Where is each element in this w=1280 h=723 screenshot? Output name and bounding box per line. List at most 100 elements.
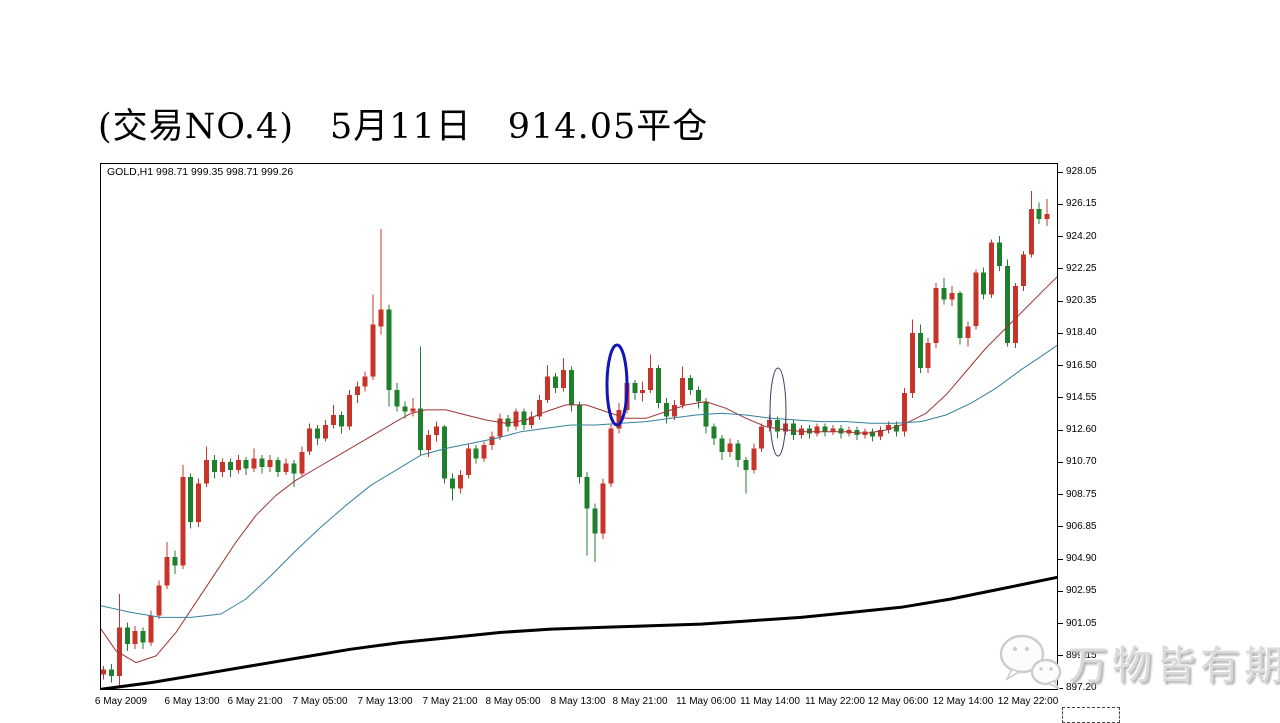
candle-body-down — [743, 460, 749, 471]
candle-body-down — [632, 383, 638, 394]
candle-body-down — [188, 476, 194, 523]
candle-body-up — [196, 483, 202, 522]
y-axis-tick — [1058, 494, 1063, 495]
x-axis-label: 8 May 21:00 — [612, 696, 668, 707]
ma-red-line — [101, 276, 1057, 664]
watermark: 万物皆有期 — [996, 620, 1280, 704]
candle-body-down — [402, 406, 408, 412]
candle-body-down — [838, 428, 844, 434]
candle-body-up — [457, 475, 463, 489]
candle-body-up — [767, 420, 773, 427]
candle-body-down — [735, 443, 741, 461]
candle-body-down — [386, 309, 392, 390]
candle-body-up — [886, 425, 892, 430]
candle-body-down — [806, 428, 812, 434]
x-axis-label: 11 May 22:00 — [805, 696, 865, 707]
candle-body-down — [521, 411, 527, 425]
y-axis-label: 922.25 — [1066, 262, 1097, 274]
candle-body-up — [973, 272, 979, 327]
candle-body-up — [672, 404, 677, 417]
candle-body-down — [124, 627, 130, 645]
y-axis-label: 908.75 — [1066, 488, 1097, 500]
candle-body-up — [933, 287, 939, 343]
ma-black-line — [101, 575, 1057, 689]
candle-body-up — [410, 408, 416, 412]
x-axis-label: 6 May 21:00 — [227, 696, 283, 707]
y-axis-label: 902.95 — [1066, 585, 1097, 597]
candle-body-up — [1012, 286, 1018, 343]
ma-teal-line — [101, 344, 1057, 618]
chart-frame: GOLD,H1 998.71 999.35 998.71 999.26 — [100, 163, 1058, 690]
candle-body-down — [140, 630, 146, 643]
y-axis-tick — [1058, 203, 1063, 205]
candle-body-up — [1044, 214, 1050, 220]
x-axis-label: 12 May 06:00 — [867, 696, 929, 707]
candle-body-up — [830, 428, 836, 432]
candle-body-down — [315, 428, 321, 439]
candle-body-down — [227, 461, 233, 471]
candle-body-up — [116, 627, 122, 676]
y-axis-tick — [1058, 461, 1063, 463]
candle-body-down — [275, 460, 281, 472]
candle-body-up — [370, 324, 376, 377]
candle-body-down — [338, 415, 344, 427]
candle-body-up — [1028, 209, 1034, 255]
candle-body-up — [497, 418, 503, 437]
candle-body-down — [711, 426, 717, 439]
candle-body-up — [901, 393, 907, 432]
candle-body-down — [790, 423, 796, 435]
candle-body-up — [354, 386, 360, 395]
candle-body-up — [560, 369, 566, 389]
y-axis-tick — [1058, 236, 1063, 237]
candle-body-up — [148, 615, 154, 643]
y-axis-tick — [1058, 429, 1063, 431]
candle-body-down — [212, 460, 217, 472]
candle-body-up — [299, 451, 305, 474]
candle-body-down — [664, 403, 669, 417]
candle-body-up — [949, 292, 955, 300]
candle-body-up — [965, 326, 971, 338]
candle-body-down — [172, 557, 178, 566]
candle-body-down — [394, 389, 400, 407]
candle-body-up — [925, 343, 931, 369]
candle-body-up — [283, 463, 289, 472]
candle-body-down — [243, 460, 249, 469]
candle-body-up — [204, 460, 210, 484]
candle-body-up — [648, 368, 654, 390]
x-axis-label: 8 May 13:00 — [550, 696, 606, 707]
candle-body-up — [481, 445, 487, 459]
candle-body-down — [108, 669, 114, 676]
candle-body-up — [759, 426, 765, 449]
y-axis-tick — [1058, 300, 1063, 302]
candle-body-down — [687, 378, 693, 390]
candle-body-up — [751, 448, 757, 471]
y-axis-label: 912.60 — [1066, 424, 1097, 435]
candle-body-up — [616, 409, 622, 429]
candle-body-down — [553, 376, 558, 389]
candle-body-down — [449, 478, 455, 489]
candle-body-down — [418, 408, 424, 451]
y-axis-label: 904.90 — [1066, 553, 1097, 564]
candle-body-up — [251, 458, 257, 469]
candle-body-up — [1020, 254, 1026, 287]
y-axis-tick — [1058, 332, 1063, 334]
candle-body-down — [822, 426, 828, 432]
candle-body-up — [465, 448, 471, 476]
x-axis-label: 11 May 06:00 — [676, 696, 736, 707]
y-axis-label: 910.70 — [1066, 456, 1097, 468]
y-axis-label: 924.20 — [1066, 230, 1097, 242]
wechat-icon — [999, 634, 1062, 692]
y-axis-label: 914.55 — [1066, 391, 1097, 403]
candlestick-plot — [101, 190, 1057, 689]
y-axis-tick — [1058, 397, 1063, 399]
candle-body-up — [426, 435, 432, 451]
y-axis-tick — [1058, 171, 1063, 173]
candle-body-down — [775, 420, 780, 432]
y-axis-tick — [1058, 526, 1063, 528]
x-axis-label: 12 May 14:00 — [932, 696, 994, 707]
candle-body-up — [600, 483, 606, 534]
x-axis-label: 6 May 13:00 — [164, 696, 220, 707]
candle-body-up — [529, 416, 535, 425]
y-axis-label: 920.35 — [1066, 295, 1097, 306]
candle-body-up — [101, 669, 106, 675]
